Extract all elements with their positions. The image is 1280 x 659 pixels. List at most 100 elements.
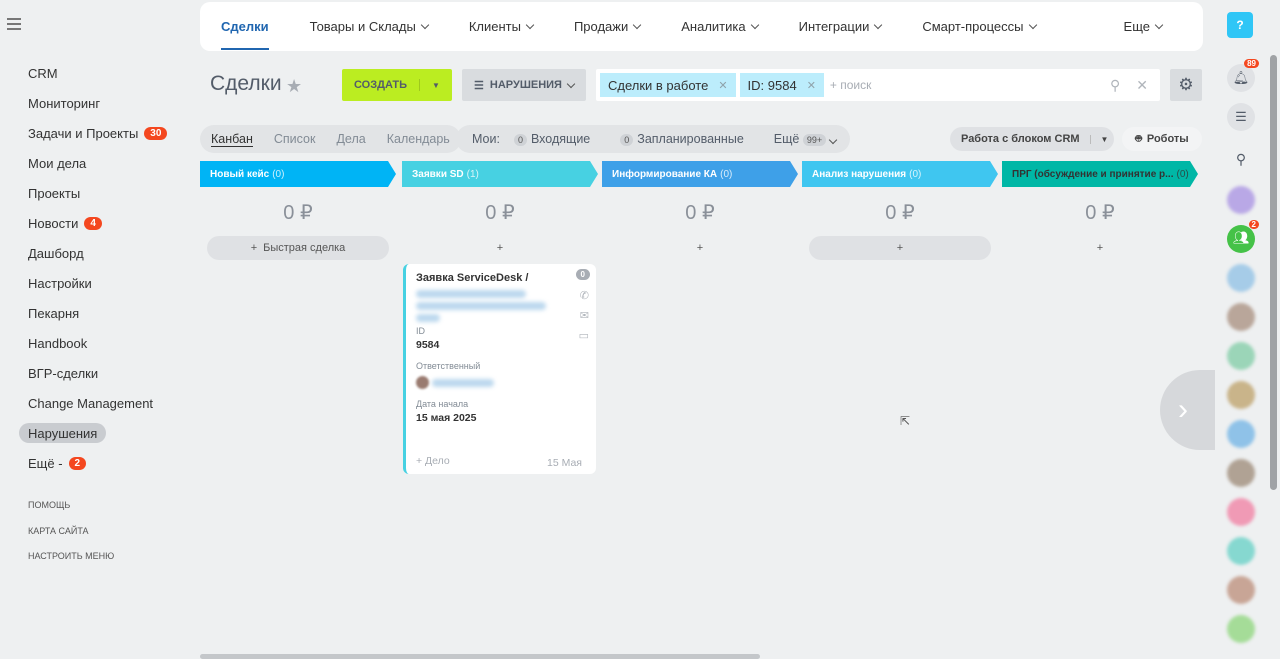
nav-tab[interactable]: Клиенты	[469, 19, 535, 34]
more-label: Ещё	[773, 132, 800, 146]
blurred-text	[416, 290, 526, 298]
deal-card[interactable]: Заявка ServiceDesk / 0 ✆ ✉ ▭ ID 9584 Отв…	[403, 264, 596, 474]
close-icon[interactable]: ✕	[718, 79, 728, 92]
configure-menu-link[interactable]: Настроить меню	[28, 551, 115, 561]
chevron-down-icon	[874, 20, 883, 30]
notifications-badge: 89	[1244, 59, 1259, 68]
bell-icon[interactable]: 🔔︎ 89	[1227, 59, 1259, 92]
contact-avatar[interactable]	[1227, 186, 1255, 214]
nav-tab-label: Смарт-процессы	[922, 19, 1024, 34]
contact-avatar[interactable]	[1227, 537, 1255, 565]
scroll-right-button[interactable]: ›	[1160, 370, 1220, 450]
menu-icon[interactable]	[7, 18, 21, 30]
quick-add-button[interactable]: +	[409, 236, 591, 260]
sidebar-item[interactable]: Задачи и Проекты 30	[19, 118, 176, 148]
contact-avatar[interactable]	[1227, 381, 1255, 409]
quick-add-button[interactable]: + Быстрая сделка	[207, 236, 389, 260]
top-navigation: Сделки Товары и Склады Клиенты Продажи Анали…	[200, 2, 1203, 51]
sidebar-item[interactable]: Проекты	[19, 178, 89, 208]
stage-header[interactable]: Информирование КА (0)	[602, 161, 798, 187]
counters-bar: Мои: 0 Входящие 0 Запланированные Ещё 99+	[456, 125, 851, 153]
stage-header[interactable]: Заявки SD (1)	[402, 161, 598, 187]
search-icon[interactable]: ⚲	[1235, 150, 1247, 167]
search-bar[interactable]: Сделки в работе ✕ ID: 9584 ✕ + поиск ⚲ ✕	[596, 69, 1160, 101]
help-icon[interactable]: ?	[1227, 12, 1253, 38]
dropdown-icon[interactable]: ▼	[1089, 134, 1108, 144]
stage-header[interactable]: Анализ нарушения (0)	[802, 161, 998, 187]
star-icon[interactable]: ★	[286, 76, 303, 96]
group-chat-avatar[interactable]: 👥︎ 2	[1227, 220, 1259, 253]
help-link[interactable]: Помощь	[28, 500, 71, 510]
sitemap-link[interactable]: Карта сайта	[28, 526, 89, 536]
nav-tab[interactable]: Продажи	[574, 19, 642, 34]
horizontal-scrollbar[interactable]	[200, 654, 760, 659]
sidebar-item[interactable]: Мониторинг	[19, 88, 109, 118]
chat-icon[interactable]: ☰	[1227, 103, 1255, 131]
contact-avatar[interactable]	[1227, 615, 1255, 643]
nav-tab[interactable]: Интеграции	[799, 19, 883, 34]
nav-tab[interactable]: Аналитика	[681, 19, 759, 34]
add-activity-link[interactable]: + Дело	[416, 455, 450, 467]
quick-add-button[interactable]: +	[1009, 236, 1191, 260]
create-label: СОЗДАТЬ	[342, 79, 420, 91]
nav-tab[interactable]: Смарт-процессы	[922, 19, 1037, 34]
contact-avatar[interactable]	[1227, 498, 1255, 526]
responsible-user[interactable]	[416, 376, 586, 389]
sidebar-item[interactable]: Change Management	[19, 388, 162, 418]
sidebar-item[interactable]: Handbook	[19, 328, 96, 358]
gear-icon[interactable]: ⚙	[1170, 69, 1202, 101]
search-icon[interactable]: ⚲	[1110, 76, 1121, 93]
filter-preset-button[interactable]: ☰ НАРУШЕНИЯ	[462, 69, 586, 101]
sidebar-item[interactable]: Пекарня	[19, 298, 88, 328]
tab-activities[interactable]: Дела	[336, 132, 366, 146]
vertical-scrollbar[interactable]	[1270, 55, 1277, 490]
plus-icon: +	[250, 242, 258, 254]
tab-list[interactable]: Список	[273, 132, 316, 146]
contact-avatar[interactable]	[1227, 264, 1255, 292]
filter-label: НАРУШЕНИЯ	[489, 79, 562, 91]
nav-tab[interactable]: Сделки	[221, 19, 269, 50]
sidebar-item[interactable]: Мои дела	[19, 148, 95, 178]
mail-icon[interactable]: ✉	[579, 310, 589, 322]
sidebar-item[interactable]: CRM	[19, 58, 67, 88]
contact-avatar[interactable]	[1227, 576, 1255, 604]
stage-header[interactable]: Новый кейс (0)	[200, 161, 396, 187]
robots-label: Роботы	[1146, 133, 1189, 145]
filter-chip[interactable]: Сделки в работе ✕	[600, 73, 736, 97]
card-title[interactable]: Заявка ServiceDesk /	[416, 272, 529, 284]
quick-add-button[interactable]: +	[809, 236, 991, 260]
stage-header[interactable]: ПРГ (обсуждение и принятие р... (0)	[1002, 161, 1198, 187]
quick-add-button[interactable]: +	[609, 236, 791, 260]
count-badge: 2	[68, 456, 87, 470]
stage-name: Заявки SD	[412, 168, 464, 180]
sidebar-item[interactable]: ВГР-сделки	[19, 358, 107, 388]
create-dropdown-icon[interactable]: ▼	[432, 80, 440, 90]
filter-chip[interactable]: ID: 9584 ✕	[739, 73, 824, 97]
sidebar-item[interactable]: Дашборд	[19, 238, 93, 268]
sidebar-item[interactable]: Новости 4	[19, 208, 111, 238]
tab-calendar[interactable]: Календарь	[386, 132, 450, 146]
plus-icon: +	[496, 242, 504, 254]
incoming-counter[interactable]: 0 Входящие	[513, 132, 590, 146]
sidebar-item[interactable]: Нарушения	[19, 423, 107, 443]
tab-kanban[interactable]: Канбан	[211, 131, 253, 147]
more-counter[interactable]: Ещё 99+	[773, 132, 838, 146]
robots-button[interactable]: 🤖︎ Роботы	[1122, 127, 1202, 151]
contact-avatar[interactable]	[1227, 342, 1255, 370]
chat-icon[interactable]: ▭	[578, 330, 589, 342]
planned-counter[interactable]: 0 Запланированные	[620, 132, 744, 146]
contact-avatar[interactable]	[1227, 303, 1255, 331]
crm-block-button[interactable]: Работа с блоком CRM ▼	[950, 127, 1114, 151]
chevron-down-icon	[633, 20, 642, 30]
close-icon[interactable]: ✕	[806, 79, 816, 92]
phone-icon[interactable]: ✆	[579, 290, 589, 302]
sidebar-item[interactable]: Настройки	[19, 268, 101, 298]
search-input[interactable]: + поиск	[829, 78, 872, 92]
contact-avatar[interactable]	[1227, 420, 1255, 448]
clear-icon[interactable]: ✕	[1136, 76, 1148, 93]
contact-avatar[interactable]	[1227, 459, 1255, 487]
nav-tab[interactable]: Еще	[1124, 19, 1164, 34]
create-button[interactable]: СОЗДАТЬ ▼	[342, 69, 452, 101]
sidebar-item[interactable]: Ещё - 2	[19, 448, 95, 478]
nav-tab[interactable]: Товары и Склады	[310, 19, 430, 34]
